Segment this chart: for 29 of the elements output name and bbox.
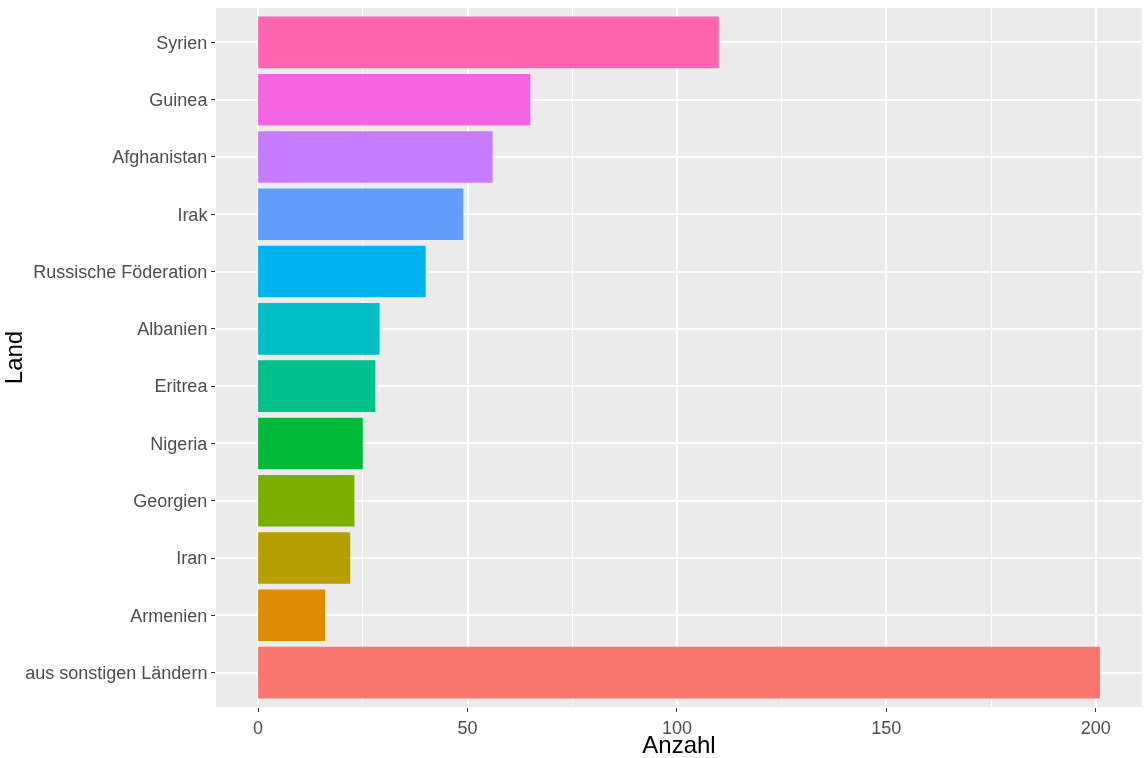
y-tick-label: Russische Föderation <box>33 261 208 282</box>
y-tick-label: Guinea <box>149 89 209 110</box>
y-axis-title: Land <box>0 330 27 385</box>
bar <box>258 73 531 126</box>
y-tick-label: Georgien <box>133 491 208 512</box>
x-tick-label: 200 <box>1080 717 1111 738</box>
bar <box>258 131 493 183</box>
bar <box>258 16 719 69</box>
bar <box>258 646 1100 699</box>
bar <box>258 532 351 584</box>
y-tick-label: Afghanistan <box>112 147 208 168</box>
y-tick-label: aus sonstigen Ländern <box>25 662 208 683</box>
x-tick-label: 150 <box>871 717 902 738</box>
y-tick-label: Syrien <box>156 32 208 53</box>
y-tick-label: Irak <box>177 204 209 225</box>
x-tick-label: 50 <box>457 717 478 738</box>
x-tick-label: 0 <box>253 717 264 738</box>
bar <box>258 589 326 642</box>
bar <box>258 417 363 470</box>
bar <box>258 474 355 527</box>
bar <box>258 245 426 298</box>
y-tick-label: Iran <box>176 548 208 569</box>
bar <box>258 360 376 412</box>
y-tick-label: Albanien <box>137 319 208 340</box>
bar <box>258 188 464 241</box>
y-tick-label: Nigeria <box>150 433 209 454</box>
bar <box>258 303 380 355</box>
y-tick-label: Armenien <box>130 605 208 626</box>
y-tick-label: Eritrea <box>154 376 209 397</box>
